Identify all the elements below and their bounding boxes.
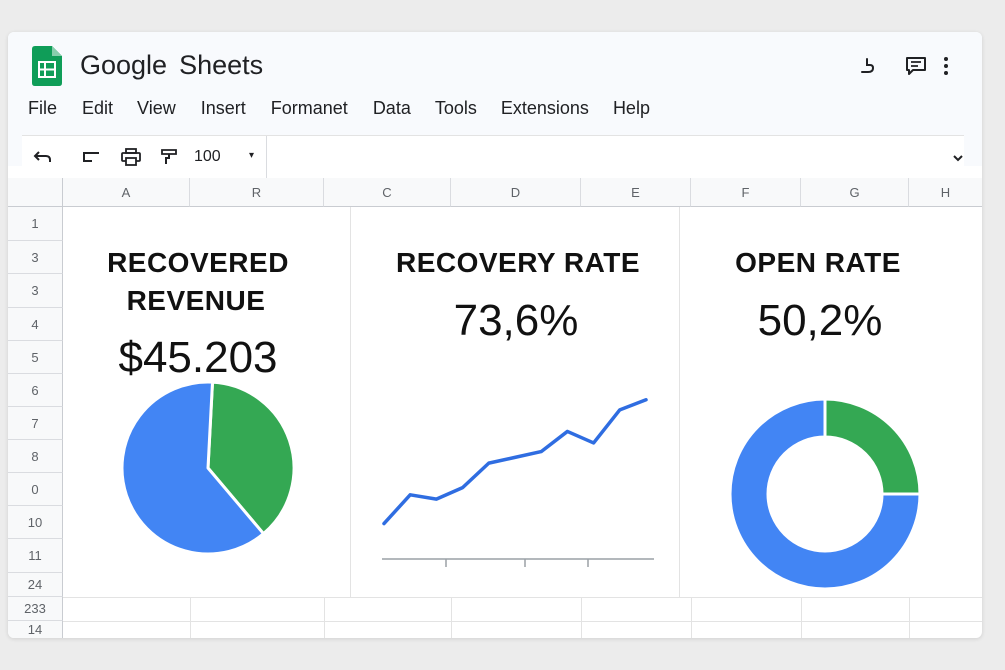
column-header-f[interactable]: F — [691, 178, 801, 207]
row-header[interactable]: 4 — [8, 308, 63, 341]
pie-slice-green — [206, 380, 296, 536]
row-header[interactable]: 24 — [8, 573, 63, 597]
donut-slice-blue — [728, 397, 922, 591]
app-title-google: Google — [80, 50, 168, 80]
menu-view[interactable]: View — [137, 98, 176, 118]
select-all-corner[interactable] — [8, 178, 63, 207]
spreadsheet-grid: A R C D E F G H 1 3 3 4 5 6 7 8 0 10 11 … — [8, 178, 982, 638]
undo-icon[interactable] — [32, 146, 54, 168]
open-card-value: 50,2% — [757, 296, 883, 345]
sheets-window: Google Sheets File Edit View I — [8, 32, 982, 638]
toolbar-divider — [266, 136, 267, 178]
row-header[interactable]: 5 — [8, 341, 63, 374]
menu-file[interactable]: File — [28, 98, 58, 118]
row-header[interactable]: 14 — [8, 621, 63, 638]
grid-col-line — [909, 597, 910, 638]
menu-format[interactable]: Formanet — [270, 98, 348, 118]
column-header-a[interactable]: A — [63, 178, 190, 207]
menu-insert[interactable]: Insert — [200, 98, 246, 118]
row-header[interactable]: 8 — [8, 440, 63, 473]
grid-col-line — [190, 597, 191, 638]
grid-col-line — [581, 597, 582, 638]
chevron-down-icon[interactable] — [948, 148, 968, 168]
column-header-d[interactable]: D — [451, 178, 581, 207]
row-header[interactable]: 0 — [8, 473, 63, 506]
revenue-card-title-line2: REVENUE — [126, 285, 266, 316]
menu-data[interactable]: Data — [372, 98, 411, 118]
revenue-pie-chart — [120, 380, 296, 556]
recovery-card-title: RECOVERY RATE — [395, 247, 641, 278]
activity-icon[interactable] — [856, 54, 880, 78]
menu-tools[interactable]: Tools — [434, 98, 477, 118]
column-header-e[interactable]: E — [581, 178, 691, 207]
recovery-line-chart — [382, 398, 654, 567]
grid-col-line — [691, 597, 692, 638]
open-rate-donut-chart — [728, 397, 922, 591]
grid-col-line — [801, 597, 802, 638]
row-header[interactable]: 3 — [8, 274, 63, 308]
menu-help[interactable]: Help — [612, 98, 650, 118]
revenue-card-title-line1: RECOVERED — [107, 247, 289, 278]
menu-bar: File Edit View Insert Formanet Data Tool… — [28, 96, 650, 121]
comments-icon[interactable] — [904, 54, 928, 78]
menu-edit[interactable]: Edit — [82, 98, 114, 118]
donut-slice-green — [823, 397, 922, 496]
row-header[interactable]: 11 — [8, 539, 63, 573]
grid-row-line — [63, 597, 982, 598]
open-card-title: OPEN RATE — [735, 247, 901, 278]
card-divider — [679, 207, 680, 597]
grid-col-line — [451, 597, 452, 638]
revenue-card-value: $45.203 — [118, 333, 278, 382]
column-header-b[interactable]: R — [190, 178, 324, 207]
redo-icon[interactable] — [80, 146, 102, 168]
row-header[interactable]: 7 — [8, 407, 63, 440]
card-divider — [350, 207, 351, 597]
row-header[interactable]: 3 — [8, 241, 63, 274]
toolbar: 100 ▾ — [22, 135, 964, 178]
row-header[interactable]: 10 — [8, 506, 63, 539]
column-header-h[interactable]: H — [909, 178, 982, 207]
row-header[interactable]: 233 — [8, 597, 63, 621]
row-header[interactable]: 1 — [8, 207, 63, 241]
zoom-select[interactable]: 100 — [194, 148, 221, 165]
print-icon[interactable] — [120, 146, 142, 168]
grid-row-line — [63, 621, 982, 622]
column-header-g[interactable]: G — [801, 178, 909, 207]
menu-extensions[interactable]: Extensions — [500, 98, 589, 118]
app-title: Google Sheets — [80, 50, 263, 81]
grid-col-line — [324, 597, 325, 638]
recovery-series-line — [382, 398, 648, 526]
pie-slice-blue — [120, 380, 266, 556]
recovery-card-value: 73,6% — [453, 296, 579, 345]
zoom-caret-icon[interactable]: ▾ — [249, 150, 255, 161]
sheets-logo-icon[interactable] — [32, 46, 62, 86]
app-title-sheets: Sheets — [179, 50, 264, 80]
row-header[interactable]: 6 — [8, 374, 63, 407]
column-header-c[interactable]: C — [324, 178, 451, 207]
more-vert-icon[interactable] — [934, 54, 958, 78]
paint-format-icon[interactable] — [158, 146, 180, 168]
